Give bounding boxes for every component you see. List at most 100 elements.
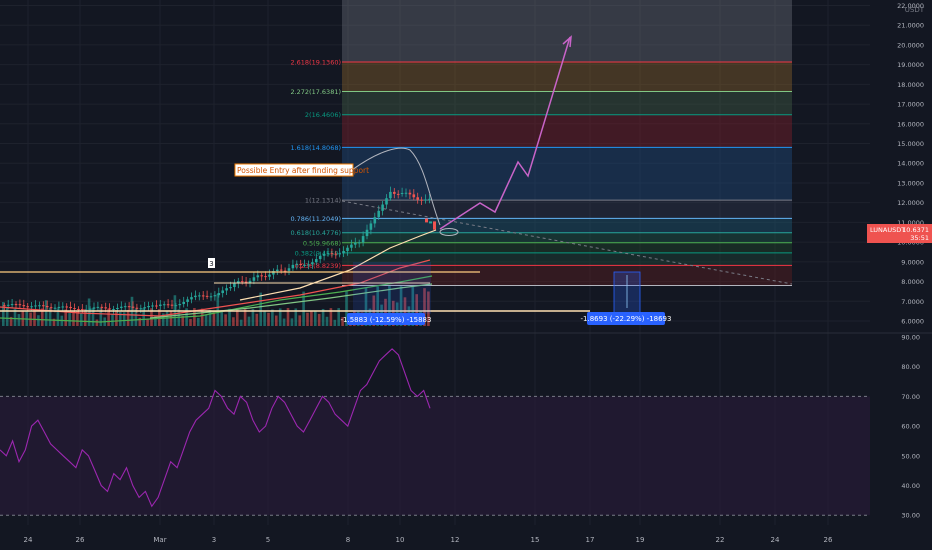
candle-body (186, 299, 189, 302)
candle-body (338, 253, 341, 255)
candle-body (69, 306, 72, 309)
fibonacci-extension[interactable]: 2.618(19.1360) 2.272(17.6381) 2(16.4606) 1.… (290, 0, 792, 287)
volume-bar (122, 312, 126, 326)
fib-level-label: 1(12.1314) (305, 197, 341, 205)
candle-body (408, 192, 412, 195)
volume-bar (388, 286, 391, 326)
time-axis[interactable]: 24 26 Mar 3 5 8 10 12 15 17 19 22 24 26 (24, 536, 833, 544)
candle-body (88, 308, 92, 310)
countdown-label: 35:51 (910, 234, 929, 242)
volume-bar (119, 311, 122, 326)
candle-body (342, 250, 345, 254)
volume-bar (154, 316, 157, 326)
volume-bar (399, 286, 403, 326)
drawings-layer[interactable] (0, 35, 793, 314)
candle-body (279, 269, 283, 271)
candle-body (3, 305, 6, 307)
candle-body (412, 194, 416, 198)
volume-bar (142, 308, 145, 326)
fib-level-label: 0.786(11.2049) (290, 215, 341, 223)
support-ellipse (439, 228, 459, 236)
candle-body (77, 309, 80, 311)
time-axis-tick: 8 (346, 536, 350, 544)
volume-bar (56, 308, 60, 326)
range-marker-label: 3 (209, 260, 213, 268)
price-axis-tick: 16.0000 (897, 120, 924, 128)
volume-bar (423, 288, 426, 326)
candle-body (416, 197, 419, 200)
current-price-tag[interactable]: LUNAUSDT 10.6371 35:51 (867, 224, 932, 243)
candle-body (428, 198, 431, 200)
candle-body (396, 193, 400, 195)
fib-zone (342, 91, 792, 115)
volume-bar (271, 309, 274, 326)
volume-bar (13, 308, 17, 326)
measure-down-text: -1.8693 (-22.29%) -18693 (581, 315, 672, 323)
volume-bar (52, 318, 56, 326)
volume-bar (325, 316, 329, 326)
volume-bar (415, 294, 418, 326)
price-axis-tick: 21.0000 (897, 22, 924, 30)
volume-bar (306, 312, 309, 326)
volume-bar (200, 308, 204, 326)
volume-bar (286, 308, 290, 326)
volume-bar (376, 286, 379, 326)
candle-body (287, 268, 291, 271)
candle-body (174, 305, 178, 307)
rsi-axis-tick: 60.00 (901, 423, 920, 431)
candle-body (65, 306, 68, 308)
volume-bar (275, 315, 278, 326)
volume-bar (17, 314, 21, 326)
volume-bar (302, 291, 305, 326)
candle-body (209, 296, 213, 298)
candle-body (365, 229, 369, 237)
rsi-axis-tick: 70.00 (901, 393, 920, 401)
candle-body (217, 293, 221, 296)
candle-body (291, 264, 295, 269)
volume-bar (107, 308, 110, 326)
price-axis-tick: 8.0000 (901, 278, 924, 286)
entry-annotation[interactable]: Possible Entry after finding support (234, 163, 369, 177)
measure-label-up[interactable]: -1.5883 (-12.59%) -15883 (341, 313, 432, 325)
time-axis-tick: 22 (716, 536, 725, 544)
candle-body (315, 259, 318, 263)
candle-body (139, 308, 143, 310)
fib-zone (342, 61, 792, 92)
fib-level-label: 2(16.4606) (305, 111, 341, 119)
measure-box-up (353, 262, 431, 314)
volume-bar (236, 308, 239, 326)
volume-bar (44, 300, 48, 326)
range-marker[interactable]: 3 (208, 258, 215, 268)
candle-body (104, 307, 107, 309)
candle-body (131, 306, 135, 308)
volume-bar (314, 310, 317, 326)
candle-body (178, 304, 182, 306)
volume-bar (204, 314, 208, 326)
volume-bar (193, 308, 196, 326)
candle-body (45, 306, 49, 308)
quote-currency-label: USDT (905, 6, 925, 14)
candle-body (256, 275, 260, 278)
volume-bar (134, 308, 138, 326)
volume-bar (138, 317, 142, 326)
volume-bar (216, 293, 220, 326)
time-axis-tick: 17 (586, 536, 595, 544)
volume-bar (111, 314, 114, 326)
candle-body (233, 283, 236, 288)
candle-body (248, 280, 252, 283)
candle-body (268, 274, 271, 277)
measure-label-down[interactable]: -1.8693 (-22.29%) -18693 (581, 312, 672, 325)
volume-bar (220, 310, 223, 326)
candle-body (334, 253, 338, 255)
candle-body (244, 281, 248, 283)
rsi-axis[interactable]: 90.00 80.00 70.00 60.00 50.00 40.00 30.00 (901, 334, 920, 520)
candle-body (166, 304, 170, 306)
candle-body (57, 306, 61, 308)
time-axis-tick: 10 (396, 536, 405, 544)
rsi-pane (0, 348, 870, 516)
candle-body (389, 191, 392, 199)
rsi-line (0, 348, 431, 508)
candle-body (385, 198, 388, 205)
price-axis[interactable]: 22.0000 21.0000 20.0000 19.0000 18.0000 17.00… (897, 2, 924, 326)
